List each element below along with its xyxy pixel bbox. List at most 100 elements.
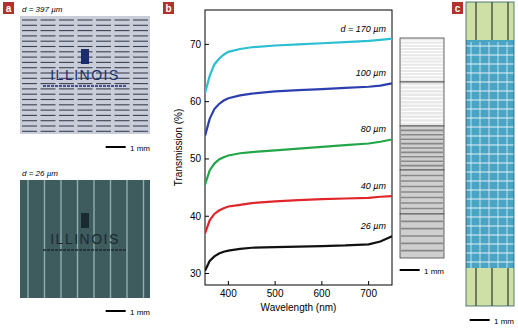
mesh-line [115, 125, 130, 126]
inset-photo [400, 38, 444, 82]
pad-gap [491, 2, 492, 40]
x-tick-label: 600 [314, 288, 331, 299]
mesh-line [133, 131, 148, 132]
figure: ad = 397 µmILLINOIS1 mmd = 26 µmILLINOIS… [0, 0, 518, 331]
scale-bar-label: 1 mm [130, 308, 150, 317]
inset-mesh-line [401, 50, 443, 51]
mesh-line [22, 62, 37, 63]
mesh-line [22, 83, 37, 84]
mesh-line [96, 104, 111, 105]
inset-photo [400, 82, 444, 126]
mesh-line [133, 120, 148, 121]
inset-mesh-line [401, 208, 443, 210]
mesh-line [133, 110, 148, 111]
panel-label-box [452, 2, 463, 14]
inset-mesh-line [401, 250, 443, 252]
series-line [205, 139, 392, 184]
mesh-line [78, 99, 93, 100]
series-line [205, 39, 392, 93]
mesh-line [115, 51, 130, 52]
mesh-line [78, 120, 93, 121]
series-label: d = 170 µm [341, 24, 387, 34]
mesh-line [22, 51, 37, 52]
mesh-line [498, 42, 499, 268]
mesh-line [96, 30, 111, 31]
panel-label: b [165, 3, 171, 14]
mesh-line [59, 41, 74, 42]
mesh-line [41, 110, 56, 111]
mesh [28, 180, 144, 298]
mesh-line [133, 30, 148, 31]
pad-gap [491, 268, 492, 306]
inset-mesh-line [401, 66, 443, 67]
mesh-line [133, 88, 148, 89]
panel-label-box [163, 2, 174, 14]
inset-mesh-line [401, 118, 443, 119]
logo-icon [81, 49, 89, 64]
y-tick [205, 44, 209, 45]
mesh-line [115, 131, 130, 132]
mesh-line [59, 88, 74, 89]
mesh-line [115, 57, 130, 58]
mesh-line [115, 41, 130, 42]
mesh-line [507, 42, 508, 268]
inset-mesh-line [401, 100, 443, 101]
inset-mesh-line [401, 243, 443, 245]
inset-mesh-line [401, 221, 443, 223]
scale-bar [106, 310, 126, 312]
mesh-line [22, 19, 37, 20]
panel-label: c [455, 3, 461, 14]
inset-mesh-line [401, 165, 443, 167]
mesh-line [78, 83, 93, 84]
mesh-line [133, 99, 148, 100]
inset-mesh-line [401, 111, 443, 112]
y-tick-label: 60 [190, 96, 202, 107]
mesh-line [22, 72, 37, 73]
mesh-line [126, 180, 127, 298]
mesh-line [143, 180, 144, 298]
mesh-line [59, 94, 74, 95]
mesh-line [78, 131, 93, 132]
scale-bar-label: 1 mm [424, 267, 444, 276]
y-tick [205, 101, 209, 102]
mesh-line [115, 104, 130, 105]
mesh-line [41, 104, 56, 105]
mesh-line [41, 51, 56, 52]
inset-mesh-line [401, 59, 443, 60]
mesh-line [96, 110, 111, 111]
mesh-line [115, 30, 130, 31]
inset-photo [400, 126, 444, 170]
mesh-line [59, 125, 74, 126]
inset-mesh-line [401, 41, 443, 42]
inset-photo [400, 170, 444, 214]
photo-frame [466, 2, 514, 306]
x-tick [368, 281, 369, 285]
mesh-line [41, 120, 56, 121]
mesh-line [78, 115, 93, 116]
mesh-line [480, 42, 481, 268]
mesh-line [133, 25, 148, 26]
logo-text: ILLINOIS [50, 231, 120, 247]
inset-mesh-line [401, 197, 443, 199]
image-caption: d = 397 µm [22, 5, 63, 14]
mesh-line [115, 88, 130, 89]
mesh-line [133, 35, 148, 36]
inset-mesh-line [401, 202, 443, 204]
inset-mesh-line [401, 72, 443, 73]
mesh-line [41, 131, 56, 132]
mesh-line [96, 131, 111, 132]
mesh-line [41, 46, 56, 47]
mesh-line [115, 35, 130, 36]
mesh-line [115, 115, 130, 116]
mesh-line [22, 25, 37, 26]
inset-mesh-line [401, 235, 443, 237]
mesh-line [59, 30, 74, 31]
inset-mesh-line [401, 186, 443, 188]
mesh-line [115, 99, 130, 100]
pad-gap [475, 268, 476, 306]
mesh-line [22, 41, 37, 42]
mesh-line [44, 180, 45, 298]
inset-mesh-line [401, 85, 443, 86]
mesh-line [41, 25, 56, 26]
mesh-line [96, 115, 111, 116]
